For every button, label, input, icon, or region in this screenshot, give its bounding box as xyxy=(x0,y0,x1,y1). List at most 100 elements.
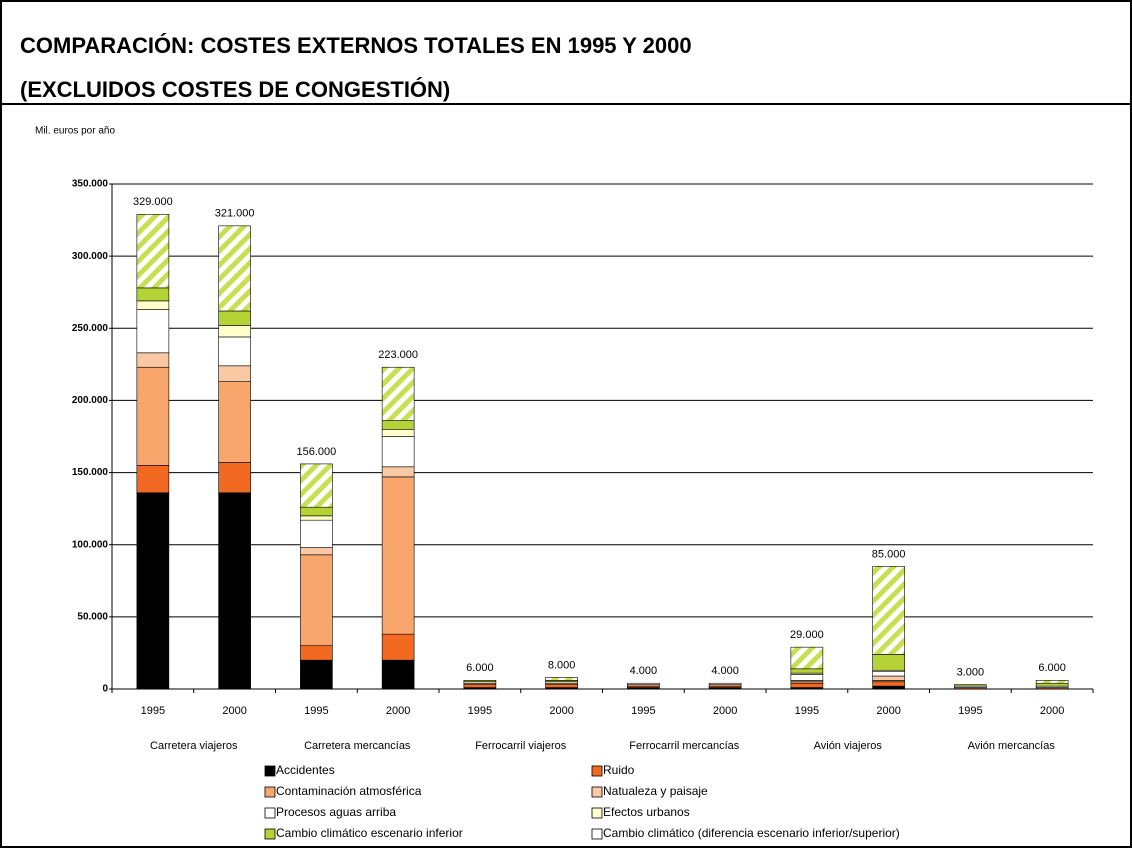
bar-segment xyxy=(381,366,415,421)
bar-segment xyxy=(463,680,497,683)
chart-title: COMPARACIÓN: COSTES EXTERNOS TOTALES EN … xyxy=(20,33,692,58)
x-tick-label: 1995 xyxy=(795,705,819,717)
legend-label: Contaminación atmosférica xyxy=(276,784,422,798)
bar-segment xyxy=(300,506,333,517)
bar-segment xyxy=(381,476,415,635)
y-tick-label: 250.000 xyxy=(72,323,109,334)
bar-segment xyxy=(381,420,415,430)
legend-label: Efectos urbanos xyxy=(603,805,690,819)
legend-swatch xyxy=(264,786,276,798)
bar-segment xyxy=(218,381,251,463)
x-tick-label: 1995 xyxy=(631,705,655,717)
x-tick-label: 1995 xyxy=(141,705,165,717)
bar-segment xyxy=(708,682,742,685)
y-tick-label: 200.000 xyxy=(72,395,109,406)
bar-segment xyxy=(218,492,251,690)
bar-segment xyxy=(381,633,415,661)
legend-label: Cambio climático escenario inferior xyxy=(276,826,463,840)
bar-segment xyxy=(954,684,987,687)
total-label: 223.000 xyxy=(378,349,418,361)
y-axis-label: Mil. euros por año xyxy=(35,126,115,137)
total-label: 329.000 xyxy=(133,196,173,208)
total-label: 4.000 xyxy=(630,665,658,677)
total-label: 3.000 xyxy=(957,667,985,679)
legend-label: Ruido xyxy=(603,763,635,777)
legend-label: Accidentes xyxy=(276,763,335,777)
y-tick-label: 150.000 xyxy=(72,467,109,478)
bar-segment xyxy=(218,310,251,326)
bar-segment xyxy=(872,654,905,671)
bar-segment xyxy=(218,325,251,338)
bar-segment xyxy=(790,674,824,681)
group-label: Ferrocarril viajeros xyxy=(475,740,567,752)
legend-swatch xyxy=(591,786,603,798)
bar-segment xyxy=(218,225,251,312)
group-label: Avión viajeros xyxy=(814,740,883,752)
legend-swatch xyxy=(264,807,276,819)
x-tick-label: 2000 xyxy=(549,705,573,717)
total-label: 156.000 xyxy=(296,446,336,458)
group-label: Carretera mercancías xyxy=(304,740,411,752)
group-label: Carretera viajeros xyxy=(150,740,238,752)
bar-segment xyxy=(300,554,333,647)
legend-label: Natualeza y paisaje xyxy=(603,784,708,798)
bar-segment xyxy=(218,336,251,367)
bar-segment xyxy=(300,645,333,661)
bar-segment xyxy=(300,547,333,556)
y-tick-label: 100.000 xyxy=(72,539,109,550)
bar-segment xyxy=(136,214,170,289)
bar-segment xyxy=(463,684,497,688)
bar-segment xyxy=(1035,682,1069,687)
bar-segment xyxy=(1035,680,1069,684)
legend-swatch xyxy=(264,765,276,777)
bar-segment xyxy=(218,462,251,494)
legend-swatch xyxy=(264,828,276,840)
legend-swatch xyxy=(591,765,603,777)
legend-label: Cambio climático (diferencia escenario i… xyxy=(603,826,900,840)
bar-segment xyxy=(136,287,170,302)
bar-segment xyxy=(872,675,905,681)
bar-segment xyxy=(381,428,415,437)
x-tick-label: 2000 xyxy=(713,705,737,717)
total-label: 85.000 xyxy=(872,548,906,560)
bar-segment xyxy=(300,659,333,690)
x-tick-label: 1995 xyxy=(958,705,982,717)
bar-segment xyxy=(790,682,824,688)
bar-segment xyxy=(136,492,170,690)
y-tick-label: 300.000 xyxy=(72,251,109,262)
bar-segment xyxy=(381,659,415,690)
bar-segment xyxy=(790,646,824,670)
x-tick-label: 2000 xyxy=(386,705,410,717)
total-label: 29.000 xyxy=(790,629,824,641)
x-tick-label: 2000 xyxy=(222,705,246,717)
bar-segment xyxy=(136,366,170,466)
x-tick-label: 1995 xyxy=(468,705,492,717)
legend-label: Procesos aguas arriba xyxy=(276,805,396,819)
y-tick-label: 50.000 xyxy=(77,611,108,622)
bar-segment xyxy=(545,677,578,681)
total-label: 6.000 xyxy=(1038,662,1066,674)
bar-segment xyxy=(790,668,824,674)
bar-segment xyxy=(872,566,905,655)
chart-subtitle: (EXCLUIDOS COSTES DE CONGESTIÓN) xyxy=(20,77,450,102)
bar-segment xyxy=(627,682,660,685)
y-tick-label: 0 xyxy=(102,684,108,695)
group-label: Avión mercancías xyxy=(968,740,1056,752)
bar-segment xyxy=(300,515,333,521)
total-label: 8.000 xyxy=(548,659,576,671)
bar-segment xyxy=(136,352,170,368)
bar-segment xyxy=(136,309,170,354)
bar-segment xyxy=(381,466,415,478)
x-tick-label: 2000 xyxy=(876,705,900,717)
bar-segment xyxy=(300,519,333,548)
legend-swatch xyxy=(591,828,603,840)
bar-segment xyxy=(872,671,905,677)
bar-segment xyxy=(136,300,170,310)
bar-segment xyxy=(136,465,170,494)
bar-segment xyxy=(381,436,415,468)
total-label: 321.000 xyxy=(215,208,255,220)
x-tick-label: 2000 xyxy=(1040,705,1064,717)
total-label: 6.000 xyxy=(466,662,494,674)
group-label: Ferrocarril mercancías xyxy=(629,740,740,752)
